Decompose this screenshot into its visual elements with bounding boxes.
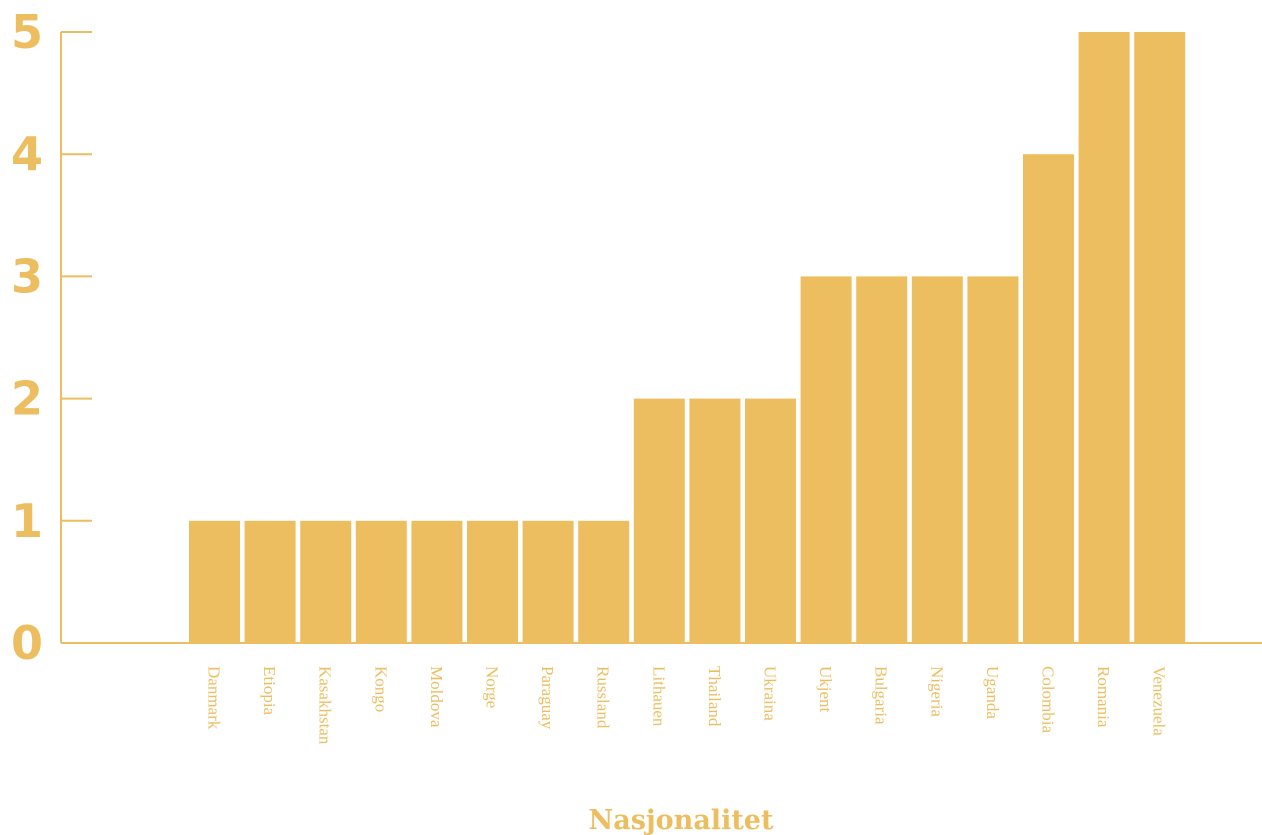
bar-paraguay bbox=[522, 520, 574, 643]
bar-venezuela bbox=[1134, 32, 1186, 643]
y-ticks-group: 0 1 2 3 4 5 bbox=[11, 5, 92, 670]
x-tick-label-venezuela: Venezuela bbox=[1150, 666, 1169, 736]
y-tick-label-4: 4 bbox=[11, 127, 43, 181]
bar-thailand bbox=[689, 398, 741, 643]
bar-russland bbox=[578, 520, 630, 643]
bars-group bbox=[189, 32, 1186, 643]
bar-ukraina bbox=[745, 398, 796, 643]
x-tick-label-colombia: Colombia bbox=[1039, 666, 1058, 734]
bar-uganda bbox=[967, 276, 1019, 643]
bar-bulgaria bbox=[856, 276, 908, 643]
bar-kongo bbox=[355, 520, 407, 643]
x-tick-label-etiopia: Etiopia bbox=[260, 666, 279, 716]
x-ticks-group: Danmark Etiopia Kasakhstan Kongo Moldova Norg… bbox=[205, 666, 1169, 745]
x-tick-label-paraguay: Paraguay bbox=[538, 666, 557, 730]
y-tick-label-2: 2 bbox=[11, 372, 43, 426]
y-tick-label-0: 0 bbox=[11, 616, 43, 670]
x-tick-label-kongo: Kongo bbox=[371, 666, 390, 712]
bar-danmark bbox=[189, 520, 240, 643]
x-axis-title: Nasjonalitet bbox=[589, 805, 774, 835]
x-tick-label-uganda: Uganda bbox=[983, 666, 1002, 719]
x-tick-label-ukraina: Ukraina bbox=[761, 666, 780, 721]
x-tick-label-romania: Romania bbox=[1094, 666, 1113, 728]
x-tick-label-thailand: Thailand bbox=[705, 666, 724, 727]
bar-colombia bbox=[1023, 154, 1074, 643]
x-tick-label-nigeria: Nigeria bbox=[927, 666, 946, 717]
bar-nigeria bbox=[911, 276, 963, 643]
bar-kasakhstan bbox=[300, 520, 352, 643]
x-tick-label-russland: Russland bbox=[594, 666, 613, 729]
bar-etiopia bbox=[244, 520, 296, 643]
x-tick-label-lithauen: Lithauen bbox=[649, 666, 668, 727]
bar-norge bbox=[467, 520, 518, 643]
x-tick-label-norge: Norge bbox=[483, 666, 502, 708]
bar-lithauen bbox=[633, 398, 685, 643]
y-tick-label-5: 5 bbox=[11, 5, 43, 59]
x-tick-label-bulgaria: Bulgaria bbox=[872, 666, 891, 725]
x-tick-label-kasakhstan: Kasakhstan bbox=[316, 666, 335, 745]
axes-group bbox=[60, 32, 1262, 644]
bar-ukjent bbox=[800, 276, 852, 643]
y-tick-label-3: 3 bbox=[11, 249, 43, 303]
x-tick-label-ukjent: Ukjent bbox=[816, 666, 835, 713]
bar-moldova bbox=[411, 520, 463, 643]
y-tick-label-1: 1 bbox=[11, 494, 43, 548]
x-tick-label-danmark: Danmark bbox=[205, 666, 224, 730]
bar-romania bbox=[1078, 32, 1130, 643]
x-tick-label-moldova: Moldova bbox=[427, 666, 446, 728]
